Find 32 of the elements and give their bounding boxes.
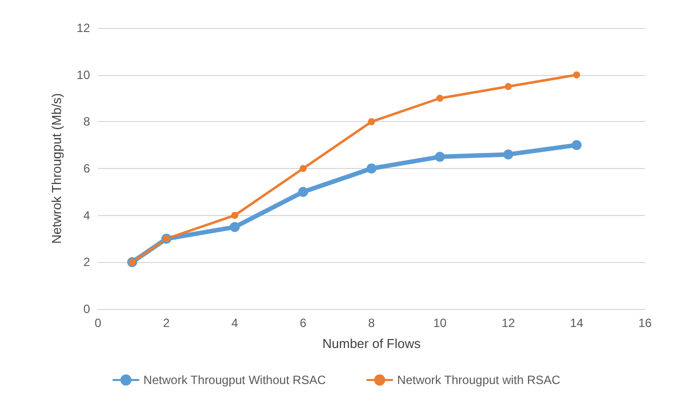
y-tick-label: 6 — [83, 162, 90, 176]
x-axis-title: Number of Flows — [322, 336, 422, 351]
x-tick-label: 8 — [368, 316, 376, 330]
y-tick-label: 12 — [76, 21, 90, 35]
point — [436, 94, 444, 102]
y-axis-title: Netwrok Througput (Mb/s) — [49, 93, 64, 244]
y-tick-label: 0 — [83, 302, 90, 316]
y-tick-label: 2 — [83, 255, 90, 270]
x-tick-label: 2 — [163, 316, 170, 330]
point — [231, 212, 238, 219]
point — [368, 118, 375, 126]
legend-label: Network Througput with RSAC — [397, 373, 561, 387]
y-tick-label: 4 — [83, 208, 90, 222]
x-tick-label: 16 — [638, 316, 652, 330]
point — [572, 140, 582, 150]
x-tick-label: 4 — [231, 316, 238, 330]
x-tick-label: 0 — [94, 316, 102, 330]
point — [366, 164, 376, 174]
point — [504, 83, 512, 90]
x-tick-label: 12 — [502, 316, 516, 330]
point — [300, 165, 307, 172]
y-tick-label: 10 — [76, 68, 90, 82]
x-tick-label: 14 — [570, 316, 584, 330]
x-tick-label: 6 — [300, 316, 307, 330]
point — [503, 149, 514, 160]
legend-label: Network Througput Without RSAC — [143, 373, 326, 387]
point — [573, 71, 580, 78]
x-tick-label: 10 — [433, 316, 447, 330]
point — [298, 186, 308, 197]
point — [230, 222, 240, 232]
point — [434, 152, 445, 162]
y-tick-label: 8 — [83, 114, 90, 129]
